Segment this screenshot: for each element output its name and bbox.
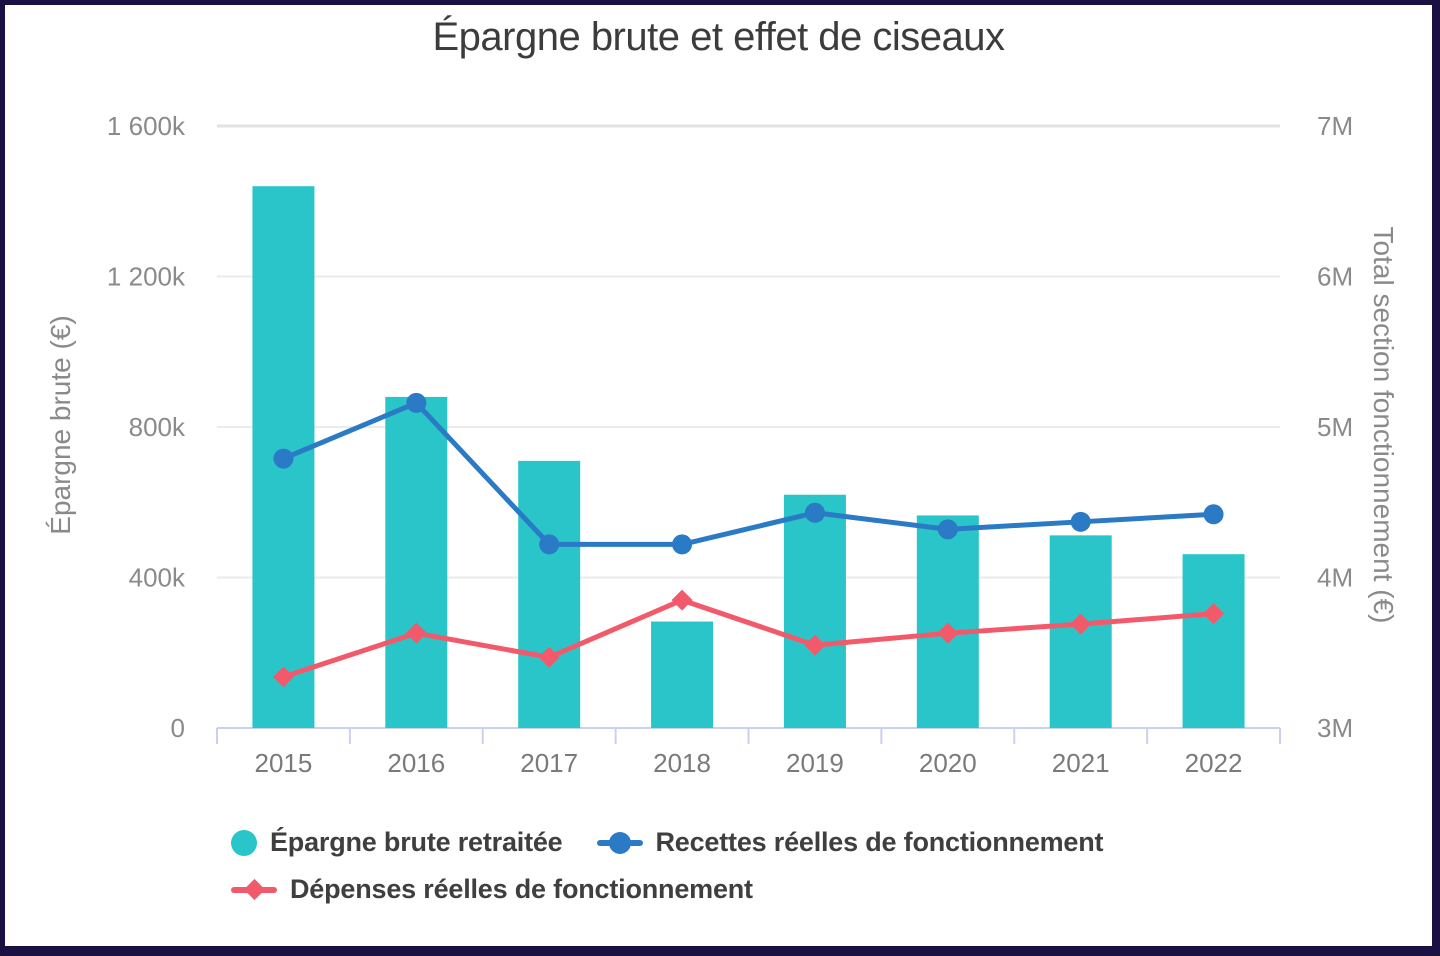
left-axis-tick-label: 800k	[129, 412, 186, 442]
left-axis-tick-label: 400k	[129, 563, 186, 593]
point-recettes-2017[interactable]	[539, 534, 560, 555]
point-recettes-2020[interactable]	[937, 519, 958, 540]
legend-marker-bar-icon	[231, 829, 257, 856]
legend-label-recettes-reelles: Recettes réelles de fonctionnement	[655, 827, 1104, 857]
x-axis-label-2016[interactable]: 2016	[387, 748, 445, 778]
x-axis-label-2017[interactable]: 2017	[520, 748, 578, 778]
x-axis-label-2020[interactable]: 2020	[919, 748, 977, 778]
line-depenses[interactable]	[280, 597, 1217, 680]
right-axis-tick-label: 4M	[1317, 563, 1353, 593]
right-axis-tick-label: 3M	[1317, 713, 1353, 743]
chart-legend: Épargne brute retraitée Recettes réelles…	[231, 827, 1246, 905]
chart-svg: 1 600k 1 200k 800k 400k 0 7M 6M 5M 4M 3M 2015 2016 2…	[107, 111, 1353, 778]
left-axis-tick-label: 1 200k	[107, 262, 186, 292]
x-axis-label-2019[interactable]: 2019	[786, 748, 844, 778]
point-depenses-2019[interactable]	[804, 634, 826, 656]
bar-2018[interactable]	[651, 621, 714, 728]
point-recettes-2021[interactable]	[1070, 511, 1091, 532]
bar-2019[interactable]	[783, 494, 846, 728]
chart-title: Épargne brute et effet de ciseaux	[432, 15, 1005, 59]
point-depenses-2016[interactable]	[405, 622, 427, 644]
point-depenses-2022[interactable]	[1203, 603, 1225, 625]
line-recettes[interactable]	[280, 400, 1217, 547]
x-axis-label-2022[interactable]: 2022	[1185, 748, 1243, 778]
bar-2022[interactable]	[1182, 554, 1245, 728]
bar-2016[interactable]	[385, 396, 448, 728]
legend-marker-line-circle-icon	[596, 830, 643, 856]
point-recettes-2022[interactable]	[1203, 504, 1224, 525]
legend-item-recettes-reelles[interactable]: Recettes réelles de fonctionnement	[596, 827, 1104, 858]
x-axis-label-2018[interactable]: 2018	[653, 748, 711, 778]
point-depenses-2015[interactable]	[272, 666, 294, 688]
point-depenses-2020[interactable]	[937, 622, 959, 644]
x-axis-label-2015[interactable]: 2015	[255, 748, 313, 778]
legend-item-depenses-reelles[interactable]: Dépenses réelles de fonctionnement	[231, 874, 753, 905]
point-depenses-2018[interactable]	[671, 589, 693, 611]
point-recettes-2016[interactable]	[406, 392, 427, 413]
right-axis-tick-label: 7M	[1317, 111, 1353, 141]
left-axis-tick-label: 1 600k	[107, 111, 186, 141]
left-axis-tick-label: 0	[171, 713, 185, 743]
legend-label-depenses-reelles: Dépenses réelles de fonctionnement	[290, 874, 753, 904]
point-recettes-2019[interactable]	[804, 502, 825, 523]
right-axis-tick-label: 6M	[1317, 262, 1353, 292]
point-depenses-2021[interactable]	[1070, 613, 1092, 635]
legend-marker-line-diamond-icon	[231, 877, 277, 903]
point-depenses-2017[interactable]	[538, 646, 560, 668]
x-axis-label-2021[interactable]: 2021	[1052, 748, 1110, 778]
point-recettes-2015[interactable]	[273, 448, 294, 469]
bar-2020[interactable]	[916, 515, 979, 728]
right-axis-tick-label: 5M	[1317, 412, 1353, 442]
legend-item-epargne-brute-retraitee[interactable]: Épargne brute retraitée	[231, 827, 563, 858]
chart-card: Épargne brute et effet de ciseaux Épargn…	[5, 5, 1432, 946]
bar-2017[interactable]	[518, 460, 581, 728]
legend-label-epargne-brute-retraitee: Épargne brute retraitée	[270, 827, 563, 857]
point-recettes-2018[interactable]	[672, 534, 693, 555]
